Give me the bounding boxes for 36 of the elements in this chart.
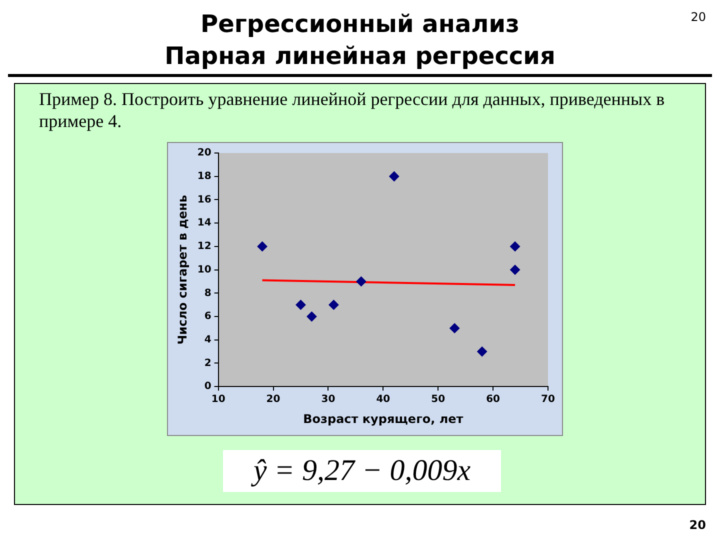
y-axis-title: Число сигарет в день [175, 194, 190, 345]
y-tick-label: 10 [197, 264, 212, 276]
text: 20 [689, 518, 706, 532]
point [356, 276, 366, 286]
y-tick-label: 14 [197, 218, 212, 229]
y-tick-label: 12 [197, 241, 212, 252]
point [306, 312, 317, 322]
y-tick-label: 18 [197, 170, 212, 182]
y-tick-label: 2 [204, 358, 212, 369]
point [477, 346, 488, 357]
x-tick-label: 70 [541, 394, 555, 406]
point [257, 241, 268, 252]
point [450, 323, 460, 334]
text: Пример 8. Построить уравнение линейной регрессии для данных, приведенных в примере 4. [39, 88, 666, 132]
x-tick-label: 20 [266, 394, 280, 406]
x-tick-label: 30 [321, 394, 336, 406]
text: 20 [690, 10, 706, 24]
chart-subtitle: Парная линейная регрессия [164, 41, 556, 72]
y-tick-label: 20 [197, 148, 212, 159]
y-tick-label: 8 [204, 288, 212, 299]
chart-title: Регрессионный анализ [200, 9, 520, 40]
point [328, 300, 339, 310]
point [389, 171, 400, 182]
point [510, 264, 520, 275]
y-tick-label: 16 [197, 194, 212, 206]
x-tick-label: 50 [431, 394, 446, 406]
y-tick-label: 4 [204, 334, 212, 346]
point [510, 241, 520, 252]
point [296, 300, 306, 310]
x-tick-label: 60 [486, 394, 500, 406]
x-axis-title: Возраст курящего, лет [303, 412, 464, 426]
x-tick-label: 40 [376, 394, 390, 406]
x-tick-label: 10 [211, 394, 226, 406]
text: ŷ = 9,27 − 0,009x [223, 450, 501, 492]
y-tick-label: 0 [204, 381, 212, 392]
y-tick-label: 6 [204, 311, 212, 322]
